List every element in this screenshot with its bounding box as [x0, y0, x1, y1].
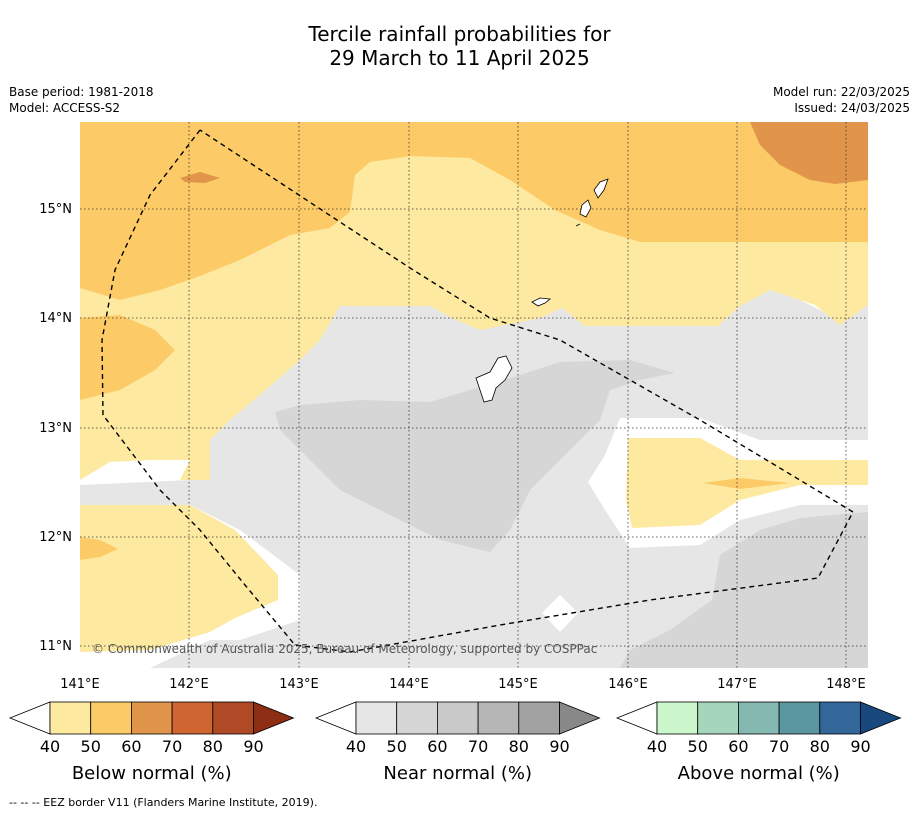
aguijan-island: [575, 223, 581, 227]
meta-right: Model run: 22/03/2025 Issued: 24/03/2025: [773, 84, 910, 116]
lon-label-141E: 141°E: [60, 677, 100, 692]
legend-swatch: [130, 701, 173, 735]
lon-label-147E: 147°E: [717, 677, 757, 692]
legend-tick-label: 80: [509, 737, 529, 756]
legend-swatch: [212, 701, 254, 735]
rota-island: [531, 297, 552, 307]
title-line-1: Tercile rainfall probabilities for: [308, 22, 611, 46]
legend-low-triangle: [8, 701, 51, 735]
near-normal-50-60-southeast: [620, 512, 868, 668]
below-normal-50-60-north: [80, 122, 868, 300]
issued-date: Issued: 24/03/2025: [794, 101, 910, 115]
eez-footnote: -- -- -- EEZ border V11 (Flanders Marine…: [9, 796, 318, 809]
lon-label-145E: 145°E: [498, 677, 538, 692]
legend-low-triangle: [314, 701, 357, 735]
legend-tick-label: 40: [346, 737, 366, 756]
lon-label-144E: 144°E: [389, 677, 429, 692]
tinian-island: [579, 199, 592, 218]
below-normal-50-60-southwest: [80, 537, 118, 560]
map-title: Tercile rainfall probabilities for 29 Ma…: [0, 22, 919, 70]
legend-tick-label: 50: [387, 737, 407, 756]
lon-label-143E: 143°E: [279, 677, 319, 692]
legend-swatch: [738, 701, 780, 735]
legend-swatch: [49, 701, 92, 735]
legend-near-normal: 40 50 60 70 80 90 Near normal (%): [314, 701, 601, 784]
legend-title: Above normal (%): [678, 763, 840, 784]
lat-label-14N: 14°N: [39, 311, 72, 326]
legend-tick-label: 60: [728, 737, 748, 756]
latitude-labels: 15°N 14°N 13°N 12°N 11°N: [39, 202, 72, 654]
lon-label-148E: 148°E: [826, 677, 866, 692]
white-diamond-south: [542, 595, 578, 632]
legend-below-normal: 40 50 60 70 80 90 Below normal (%): [8, 701, 295, 784]
legend-tick-label: 90: [243, 737, 263, 756]
legend-tick-label: 80: [203, 737, 223, 756]
near-normal-50-60-central: [275, 360, 675, 552]
longitude-labels: 141°E 142°E 143°E 144°E 145°E 146°E 147°…: [60, 677, 866, 692]
legend-tick-label: 70: [162, 737, 182, 756]
legend-swatch: [778, 701, 821, 735]
meta-left: Base period: 1981-2018 Model: ACCESS-S2: [9, 84, 154, 116]
legend-swatch: [477, 701, 520, 735]
below-normal-50-60-west: [80, 315, 175, 400]
islands: [475, 178, 609, 403]
probability-field: [80, 122, 868, 668]
legend-swatch: [171, 701, 214, 735]
lat-label-11N: 11°N: [39, 639, 72, 654]
legend-tick-label: 90: [549, 737, 569, 756]
legend-high-triangle: [559, 701, 601, 735]
legend-tick-label: 90: [850, 737, 870, 756]
title-line-2: 29 March to 11 April 2025: [329, 46, 590, 70]
lon-label-142E: 142°E: [169, 677, 209, 692]
legend-swatch: [436, 701, 479, 735]
saipan-island: [593, 178, 609, 199]
model-run: Model run: 22/03/2025: [772, 85, 910, 99]
lat-label-12N: 12°N: [39, 530, 72, 545]
legend-tick-label: 70: [468, 737, 488, 756]
legend-high-triangle: [253, 701, 295, 735]
legend-tick-label: 50: [81, 737, 101, 756]
legend-tick-label: 60: [427, 737, 447, 756]
below-normal-60-70-spot: [180, 172, 220, 183]
legend-swatch: [697, 701, 739, 735]
lon-label-146E: 146°E: [608, 677, 648, 692]
legend-tick-label: 50: [688, 737, 708, 756]
guam-island: [475, 355, 513, 403]
model-name: Model: ACCESS-S2: [9, 101, 121, 115]
legend-tick-label: 40: [40, 737, 60, 756]
lat-label-13N: 13°N: [39, 421, 72, 436]
legend-tick-label: 80: [810, 737, 830, 756]
legend-tick-label: 40: [647, 737, 667, 756]
below-normal-50-60-east-spot: [703, 478, 790, 489]
base-period: Base period: 1981-2018: [9, 85, 154, 99]
legend-above-normal: 40 50 60 70 80 90 Above normal (%): [615, 701, 902, 784]
below-normal-60-70-northeast: [750, 122, 868, 184]
legend-tick-label: 60: [121, 737, 141, 756]
legend-title: Below normal (%): [72, 763, 232, 784]
legend-tick-label: 70: [769, 737, 789, 756]
legend-high-triangle: [860, 701, 902, 735]
legend-title: Near normal (%): [383, 763, 532, 784]
legend-swatch: [90, 701, 132, 735]
eez-border: [101, 129, 854, 653]
legend-swatch: [396, 701, 438, 735]
below-normal-40-50-southwest: [80, 505, 278, 652]
legend-swatch: [819, 701, 861, 735]
legend-swatch: [355, 701, 398, 735]
graticule: [80, 122, 868, 668]
legend-swatch: [518, 701, 560, 735]
legend-low-triangle: [615, 701, 658, 735]
copyright-text: © Commonwealth of Australia 2025, Bureau…: [92, 642, 597, 656]
legend-swatch: [656, 701, 699, 735]
lat-label-15N: 15°N: [39, 202, 72, 217]
